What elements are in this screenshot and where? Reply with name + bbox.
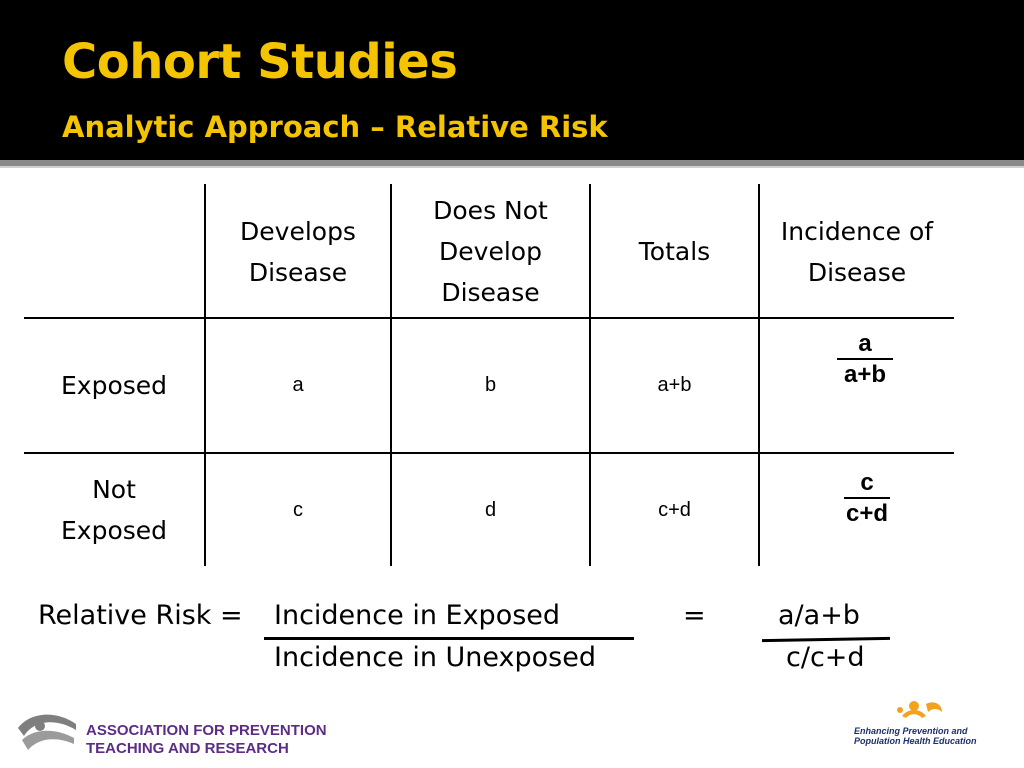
table-vline-4 xyxy=(758,184,760,566)
table-cell: a xyxy=(292,374,304,396)
header-incidence: Incidence of Disease xyxy=(780,216,934,287)
fraction-bar xyxy=(844,497,890,499)
fraction-bar xyxy=(837,358,893,360)
formula-equals: = xyxy=(683,600,706,631)
table-vline-2 xyxy=(390,184,392,566)
table-cell: b xyxy=(484,374,497,396)
eph-logo-icon xyxy=(852,696,988,756)
aptr-line-1: ASSOCIATION FOR PREVENTION xyxy=(86,722,327,739)
table-vline-1 xyxy=(204,184,206,566)
result-numerator: a/a+b xyxy=(778,600,860,631)
result-denominator: c/c+d xyxy=(786,642,865,673)
table-cell: d xyxy=(484,498,497,521)
title-bar: Cohort Studies Analytic Approach – Relat… xyxy=(0,0,1024,160)
table-cell: c xyxy=(293,498,303,521)
table-vline-3 xyxy=(589,184,591,566)
header-develops-disease: Develops Disease xyxy=(240,216,356,287)
aptr-logo-icon xyxy=(16,706,80,762)
incidence-not-exposed-fraction: c c+d xyxy=(822,469,912,529)
header-divider-light xyxy=(0,166,1024,168)
fraction-numerator: a xyxy=(858,330,872,357)
fraction-denominator: c+d xyxy=(845,500,889,527)
eph-line-1: Enhancing Prevention and xyxy=(854,726,968,736)
row-label-not-exposed: Not Exposed xyxy=(60,475,168,545)
formula-fraction-bar xyxy=(264,637,634,640)
header-totals: Totals xyxy=(638,237,711,266)
fraction-denominator: a+b xyxy=(843,361,887,388)
aptr-line-2: TEACHING AND RESEARCH xyxy=(86,740,289,757)
header-does-not-develop: Does Not Develop Disease xyxy=(433,196,548,307)
table-hline-2 xyxy=(24,452,954,454)
formula-numerator: Incidence in Exposed xyxy=(274,600,561,631)
table-hline-1 xyxy=(24,317,954,319)
slide-title: Cohort Studies xyxy=(62,34,458,90)
table-cell: a+b xyxy=(657,374,692,396)
eph-line-2: Population Health Education xyxy=(854,736,977,746)
aptr-org-name: ASSOCIATION FOR PREVENTION TEACHING AND … xyxy=(86,722,327,758)
incidence-exposed-fraction: a a+b xyxy=(820,330,910,390)
formula-denominator: Incidence in Unexposed xyxy=(274,642,596,673)
table-cell: c+d xyxy=(658,498,691,521)
slide-subtitle: Analytic Approach – Relative Risk xyxy=(62,110,608,144)
header-divider xyxy=(0,160,1024,166)
relative-risk-label: Relative Risk = xyxy=(38,600,243,631)
eph-tagline: Enhancing Prevention and Population Heal… xyxy=(854,726,990,746)
fraction-numerator: c xyxy=(860,469,874,496)
row-label-exposed: Exposed xyxy=(60,371,168,400)
